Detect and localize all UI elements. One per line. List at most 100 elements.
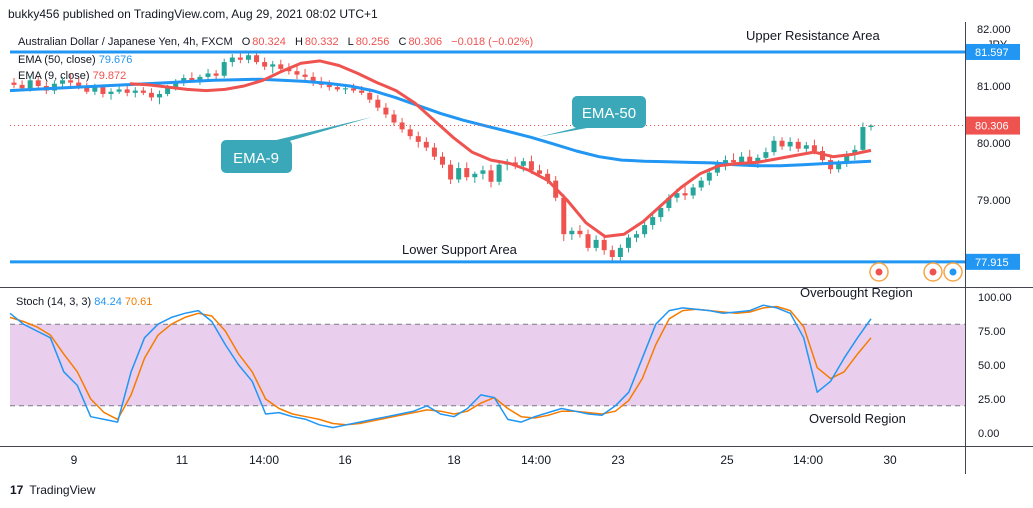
candle xyxy=(642,221,648,238)
candle xyxy=(213,70,219,80)
candle-body xyxy=(803,145,809,149)
candle xyxy=(407,124,413,140)
candle-body xyxy=(836,163,842,170)
candle xyxy=(650,213,656,230)
candle-body xyxy=(480,170,486,174)
tradingview-brand: TradingView xyxy=(29,483,96,497)
ema9-legend[interactable]: EMA (9, close) 79.872 xyxy=(18,70,126,82)
candle xyxy=(779,137,785,150)
candle-body xyxy=(286,68,292,72)
high-label: H xyxy=(294,36,303,48)
candle xyxy=(561,194,567,242)
candle xyxy=(464,162,470,181)
candle xyxy=(860,122,866,153)
candle-body xyxy=(237,57,243,60)
candle-body xyxy=(326,84,332,88)
candle xyxy=(132,87,138,98)
candle-body xyxy=(359,90,365,93)
stoch-tick-label: 75.00 xyxy=(978,326,1006,338)
stoch-legend[interactable]: Stoch (14, 3, 3) 84.24 70.61 xyxy=(16,296,152,308)
candle-body xyxy=(787,141,793,147)
support-price-label: 77.915 xyxy=(975,257,1009,269)
price-tick-label: 80.000 xyxy=(977,138,1011,150)
candle xyxy=(585,229,591,252)
ema50-callout-text: EMA-50 xyxy=(582,105,636,122)
candle-body xyxy=(706,172,712,181)
candle xyxy=(496,160,502,186)
time-tick-label: 18 xyxy=(447,453,461,467)
candle-body xyxy=(520,161,526,166)
candle-body xyxy=(731,160,737,163)
candle xyxy=(383,103,389,118)
symbol-info: Australian Dollar / Japanese Yen, 4h, FX… xyxy=(18,36,533,48)
candle xyxy=(262,57,268,71)
close-label: C xyxy=(398,36,407,48)
resistance-price-label: 81.597 xyxy=(975,47,1009,59)
candle xyxy=(795,138,801,153)
candle-body xyxy=(108,91,114,94)
candle-body xyxy=(722,160,728,165)
candle xyxy=(237,52,243,64)
candle-body xyxy=(747,156,753,164)
lower-support-label: Lower Support Area xyxy=(402,242,518,257)
candle-body xyxy=(278,64,284,69)
ema9-callout-pointer xyxy=(268,117,372,142)
candle-body xyxy=(11,82,17,85)
candle xyxy=(415,131,421,148)
candle-body xyxy=(642,225,648,235)
candle xyxy=(431,143,437,161)
high-value: 80.332 xyxy=(304,36,339,48)
candle-body xyxy=(488,170,494,182)
candle-body xyxy=(528,161,534,171)
candle-body xyxy=(545,173,551,181)
candle-body xyxy=(448,164,454,180)
candle-body xyxy=(213,73,219,76)
candle-body xyxy=(116,89,122,92)
candle xyxy=(302,68,308,81)
time-tick-label: 9 xyxy=(71,453,78,467)
candle-body xyxy=(755,157,761,164)
candle xyxy=(787,137,793,151)
ema50-callout-box xyxy=(572,96,646,128)
candle-body xyxy=(650,217,656,226)
time-tick-label: 23 xyxy=(611,453,625,467)
candle-body xyxy=(157,93,163,98)
time-tick-label: 14:00 xyxy=(793,453,823,467)
candle-body xyxy=(625,237,631,248)
candle-body xyxy=(367,92,373,100)
event-marker-dot-icon xyxy=(949,268,957,276)
event-marker-dot-icon xyxy=(875,268,883,276)
candle xyxy=(221,58,227,79)
candle xyxy=(690,184,696,199)
candle xyxy=(68,73,74,86)
candle-body xyxy=(35,80,41,86)
candle xyxy=(569,227,575,240)
oversold-label: Oversold Region xyxy=(809,411,906,426)
candle xyxy=(472,171,478,183)
candle-body xyxy=(60,80,66,84)
price-tick-label: 79.000 xyxy=(977,195,1011,207)
candle-body xyxy=(763,152,769,158)
ema50-callout-pointer xyxy=(538,126,598,137)
low-value: 80.256 xyxy=(355,36,390,48)
candle-body xyxy=(658,207,664,218)
candle xyxy=(270,60,276,74)
candle-body xyxy=(189,78,195,81)
candle xyxy=(254,51,260,65)
ema50-legend[interactable]: EMA (50, close) 79.676 xyxy=(18,54,132,66)
candle-body xyxy=(714,164,720,173)
candle xyxy=(698,177,704,191)
time-tick-label: 14:00 xyxy=(521,453,551,467)
tradingview-logo-icon: 17 xyxy=(10,483,24,497)
candle-body xyxy=(537,170,543,174)
candle-body xyxy=(132,90,138,93)
candle xyxy=(423,137,429,151)
candle xyxy=(625,234,631,253)
candle-body xyxy=(779,140,785,147)
time-tick-label: 30 xyxy=(883,453,897,467)
candle xyxy=(278,59,284,72)
candle-body xyxy=(294,71,300,75)
candle-body xyxy=(682,193,688,196)
candle-body xyxy=(561,197,567,235)
